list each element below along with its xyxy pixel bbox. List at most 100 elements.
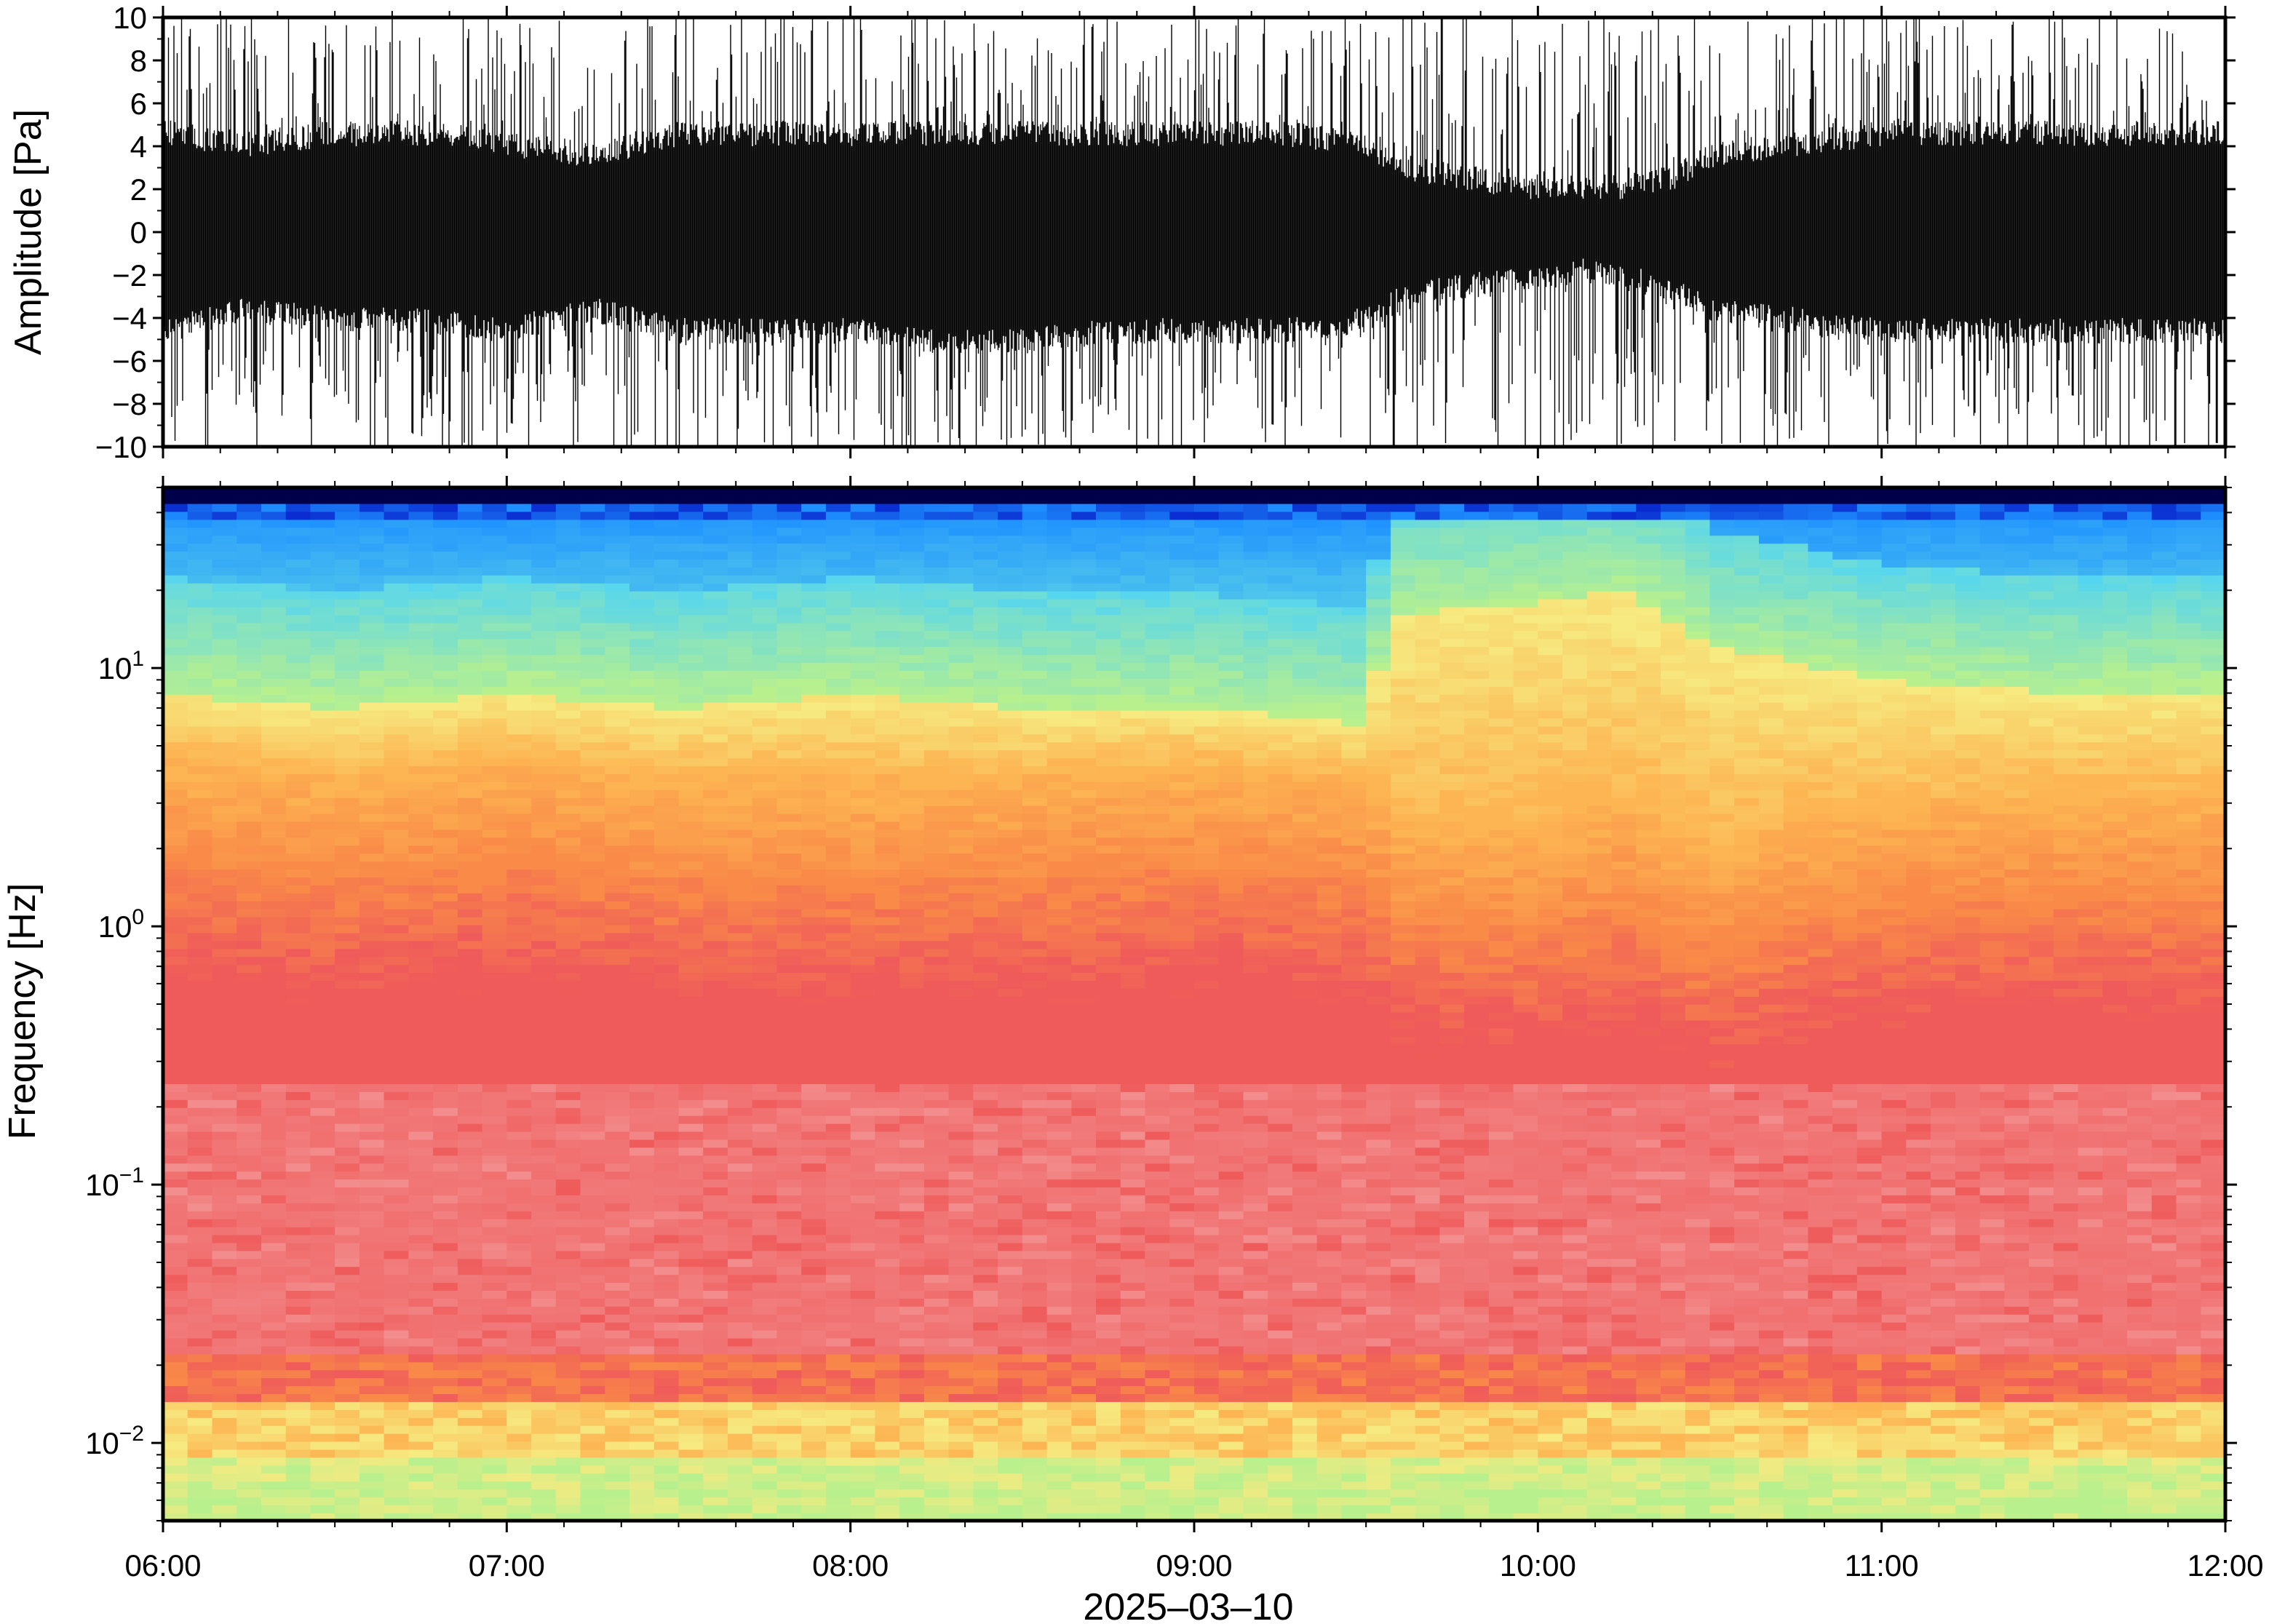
- spectrogram-cell: [212, 940, 237, 950]
- spectrogram-cell: [923, 996, 950, 1005]
- spectrogram-cell: [703, 1481, 728, 1490]
- spectrogram-cell: [948, 741, 974, 751]
- spectrogram-cell: [1046, 709, 1073, 719]
- spectrogram-cell: [703, 543, 728, 552]
- spectrogram-cell: [728, 877, 753, 885]
- spectrogram-cell: [948, 916, 974, 926]
- spectrogram-cell: [703, 1385, 728, 1394]
- spectrogram-cell: [899, 924, 925, 934]
- spectrogram-cell: [310, 964, 335, 974]
- spectrogram-cell: [752, 964, 778, 974]
- spectrogram-cell: [384, 1115, 410, 1124]
- spectrogram-cell: [163, 1385, 188, 1394]
- spectrogram-cell: [1071, 1234, 1097, 1243]
- spectrogram-cell: [408, 924, 434, 934]
- spectrogram-cell: [825, 1107, 851, 1116]
- spectrogram-cell: [801, 1179, 827, 1187]
- spectrogram-cell: [482, 1019, 508, 1029]
- spectrogram-cell: [923, 583, 950, 592]
- spectrogram-cell: [899, 1059, 925, 1069]
- spectrogram-cell: [801, 1393, 827, 1402]
- spectrogram-cell: [678, 670, 704, 679]
- spectrogram-cell: [875, 813, 900, 822]
- spectrogram-cell: [310, 996, 335, 1005]
- spectrogram-cell: [899, 575, 925, 584]
- spectrogram-cell: [506, 1195, 532, 1203]
- spectrogram-cell: [1046, 829, 1073, 838]
- spectrogram-cell: [555, 1401, 581, 1410]
- spectrogram-cell: [948, 630, 974, 640]
- spectrogram-cell: [580, 893, 605, 901]
- spectrogram-cell: [923, 1083, 950, 1092]
- spectrogram-cell: [1046, 1250, 1073, 1259]
- spectrogram-cell: [285, 757, 311, 767]
- spectrogram-cell: [310, 1075, 335, 1084]
- spectrogram-cell: [973, 1433, 998, 1442]
- spectrogram-cell: [163, 773, 188, 782]
- spectrogram-cell: [653, 622, 680, 632]
- spectrogram-cell: [875, 1195, 900, 1203]
- spectrogram-cell: [948, 1226, 974, 1235]
- spectrogram-cell: [605, 1337, 630, 1347]
- spectrogram-cell: [212, 1298, 237, 1307]
- spectrogram-cell: [678, 678, 704, 687]
- spectrogram-cell: [285, 813, 311, 822]
- spectrogram-cell: [580, 598, 605, 608]
- spectrogram-cell: [653, 495, 680, 504]
- spectrogram-cell: [948, 511, 974, 520]
- spectrogram-cell: [728, 781, 753, 790]
- spectrogram-cell: [973, 1489, 998, 1497]
- spectrogram-cell: [973, 916, 998, 926]
- spectrogram-cell: [605, 1417, 630, 1426]
- spectrogram-cell: [457, 1250, 483, 1259]
- spectrogram-cell: [261, 638, 287, 648]
- spectrogram-cell: [335, 1131, 360, 1140]
- spectrogram-cell: [605, 1505, 630, 1513]
- spectrogram-cell: [752, 861, 778, 870]
- spectrogram-cell: [923, 1513, 950, 1521]
- spectrogram-cell: [678, 1298, 704, 1307]
- spectrogram-cell: [531, 956, 557, 966]
- spectrogram-cell: [653, 1329, 680, 1339]
- spectrogram-cell: [678, 1290, 704, 1299]
- spectrogram-cell: [1046, 1011, 1073, 1021]
- waveform-y-tick-label: −2: [112, 258, 147, 292]
- spectrogram-cell: [923, 678, 950, 687]
- spectrogram-cell: [703, 924, 728, 934]
- spectrogram-cell: [335, 781, 360, 790]
- spectrogram-cell: [482, 837, 508, 846]
- spectrogram-cell: [580, 1171, 605, 1180]
- spectrogram-cell: [359, 1139, 385, 1148]
- spectrogram-cell: [923, 1489, 950, 1497]
- spectrogram-cell: [875, 646, 900, 656]
- spectrogram-cell: [237, 1051, 262, 1061]
- spectrogram-cell: [875, 1187, 900, 1195]
- spectrogram-cell: [1022, 869, 1048, 877]
- spectrogram-cell: [629, 781, 655, 790]
- spectrogram-cell: [923, 1401, 950, 1410]
- spectrogram-cell: [899, 1290, 925, 1299]
- spectrogram-cell: [1022, 1115, 1048, 1124]
- spectrogram-cell: [1022, 1123, 1048, 1132]
- spectrogram-cell: [237, 1401, 262, 1410]
- spectrogram-cell: [555, 789, 581, 798]
- spectrogram-cell: [457, 662, 483, 671]
- spectrogram-cell: [359, 1345, 385, 1355]
- spectrogram-cell: [285, 1059, 311, 1069]
- spectrogram-cell: [212, 893, 237, 901]
- spectrogram-cell: [850, 1155, 876, 1164]
- spectrogram-cell: [1071, 1163, 1097, 1172]
- spectrogram-cell: [923, 901, 950, 909]
- spectrogram-cell: [187, 1242, 213, 1251]
- spectrogram-cell: [752, 733, 778, 743]
- spectrogram-cell: [752, 1465, 778, 1474]
- spectrogram-cell: [703, 1187, 728, 1195]
- spectrogram-cell: [335, 511, 360, 520]
- spectrogram-cell: [359, 654, 385, 664]
- spectrogram-cell: [359, 1043, 385, 1053]
- spectrogram-cell: [776, 1043, 802, 1053]
- spectrogram-cell: [237, 869, 262, 877]
- spectrogram-cell: [580, 1465, 605, 1474]
- spectrogram-cell: [923, 1155, 950, 1164]
- spectrogram-cell: [408, 1417, 434, 1426]
